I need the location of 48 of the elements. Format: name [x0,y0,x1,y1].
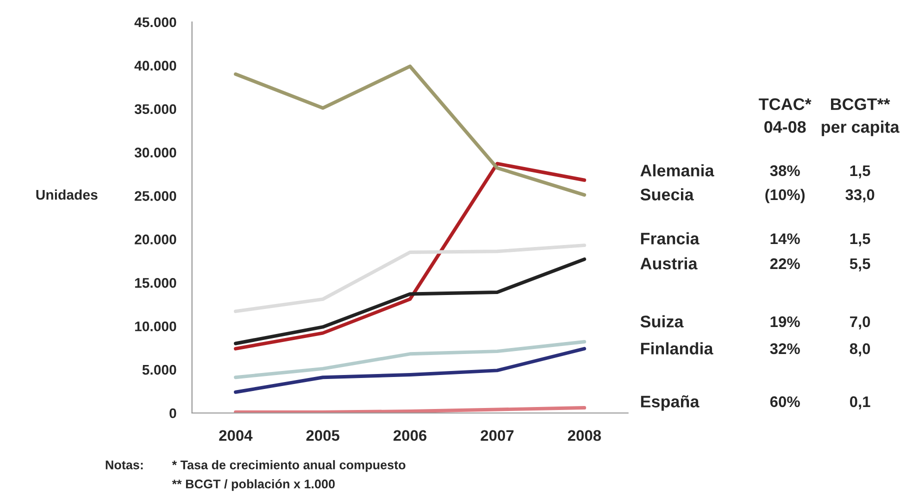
line-series [234,162,586,350]
y-tick-label: 10.000 [135,321,176,332]
text: 0,1 [850,396,870,410]
text: 60% [770,396,800,408]
y-axis-title: Unidades [36,190,98,200]
text: BCGT** per capita [822,98,900,136]
text: 22% [770,258,800,270]
text: Suecia [640,188,694,200]
text: Finlandia [641,342,714,354]
x-tick-label: 2005 [306,430,340,441]
y-tick-label: 15.000 [135,278,176,288]
text: 1,5 [850,165,870,178]
text: 5,5 [850,258,870,272]
y-tick-label: 0 [170,408,176,418]
text: Alemania [640,164,714,176]
x-tick-label: 2008 [568,430,601,441]
text: 38% [770,165,800,176]
text: (10%) [765,188,805,204]
text: España [641,395,700,411]
text: 33,0 [845,189,874,202]
text: Notas: [106,460,143,470]
text: Austria [640,257,698,270]
text: Suiza [640,315,684,328]
y-tick-label: 5.000 [142,364,176,375]
text: 7,0 [850,316,870,330]
line-series [234,340,586,380]
y-tick-label: 45.000 [134,17,176,28]
x-tick-label: 2004 [219,430,253,441]
text: Francia [641,232,700,244]
line-series [234,64,586,197]
line-series [234,257,586,346]
text: 32% [770,343,800,354]
x-tick-label: 2007 [480,430,514,441]
y-tick-label: 25.000 [134,191,176,201]
line-series [234,244,586,314]
x-tick-label: 2006 [394,430,426,441]
y-tick-label: 40.000 [134,60,176,71]
text: 1,5 [850,233,870,246]
y-tick-label: 35.000 [134,104,176,114]
text: 19% [770,316,800,328]
text: 8,0 [850,343,870,356]
line-series [234,346,586,394]
text: * Tasa de crecimiento anual compuesto [172,460,406,472]
text: 14% [770,233,800,244]
text: TCAC* 04-08 [758,98,812,133]
y-tick-label: 30.000 [134,148,176,158]
y-tick-label: 20.000 [134,234,176,244]
text: ** BCGT / población x 1.000 [172,479,335,491]
